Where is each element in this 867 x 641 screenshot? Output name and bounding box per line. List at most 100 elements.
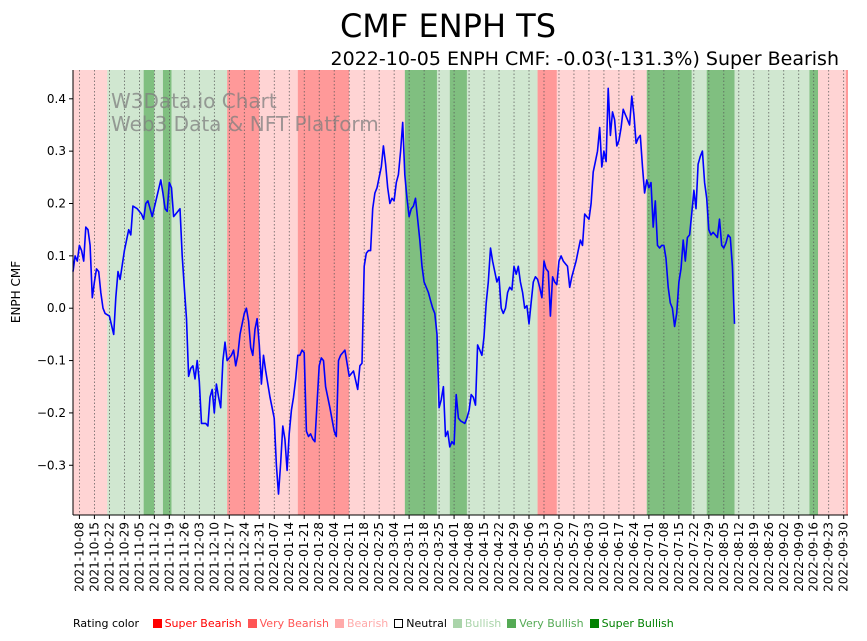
x-tick-label: 2022-01-07: [267, 522, 281, 592]
y-tick-label: 0.1: [47, 249, 66, 263]
legend-label: Super Bearish: [164, 617, 242, 630]
legend-label: Very Bearish: [259, 617, 329, 630]
rating-band-bullish: [734, 70, 810, 515]
legend-label: Neutral: [406, 617, 447, 630]
x-tick-label: 2021-12-10: [207, 522, 221, 592]
x-tick-label: 2022-04-08: [462, 522, 476, 592]
x-axis: 2021-10-08 2021-10-15 2021-10-22 2021-10-29…: [72, 515, 851, 592]
rating-band-bullish: [466, 70, 538, 515]
x-tick-label: 2022-08-19: [747, 522, 761, 592]
rating-band-very-bullish: [706, 70, 735, 515]
y-tick-label: −0.2: [37, 406, 66, 420]
legend-swatch: [394, 619, 404, 628]
x-tick-label: 2022-05-27: [567, 522, 581, 592]
rating-band-bullish: [171, 70, 181, 515]
legend-item: Neutral: [394, 617, 447, 630]
chart-title: CMF ENPH TS: [340, 7, 556, 45]
rating-band-bearish: [818, 70, 846, 515]
x-tick-label: 2022-06-17: [612, 522, 626, 592]
legend-items: Super Bearish Very Bearish Bearish Neutral B…: [152, 617, 680, 630]
rating-band-bearish: [349, 70, 405, 515]
x-tick-label: 2021-12-31: [252, 522, 266, 592]
watermark-line-1: W3Data.io Chart: [111, 89, 277, 113]
x-tick-label: 2022-02-18: [357, 522, 371, 592]
rating-band-bearish: [259, 70, 298, 515]
y-tick-label: 0.0: [47, 301, 66, 315]
x-tick-label: 2021-11-12: [147, 522, 161, 592]
legend-swatch: [507, 619, 517, 628]
legend-item: Bearish: [334, 617, 388, 630]
legend-label: Super Bullish: [601, 617, 674, 630]
y-axis: 0.4 0.3 0.2 0.1 0.0 −0.1 −0.2 −0.3: [37, 92, 73, 472]
x-tick-label: 2022-07-29: [702, 522, 716, 592]
legend-item: Very Bullish: [507, 617, 584, 630]
x-tick-label: 2022-03-04: [387, 522, 401, 592]
rating-band-very-bullish: [809, 70, 819, 515]
legend-swatch: [334, 619, 344, 628]
rating-band-very-bullish: [449, 70, 467, 515]
rating-band-bullish: [188, 70, 228, 515]
rating-band-bearish: [556, 70, 647, 515]
x-tick-label: 2022-06-24: [627, 522, 641, 592]
y-tick-label: 0.2: [47, 197, 66, 211]
x-tick-label: 2022-01-28: [312, 522, 326, 592]
rating-band-very-bullish: [143, 70, 155, 515]
rating-band-bullish: [691, 70, 707, 515]
x-tick-label: 2022-04-15: [477, 522, 491, 592]
cmf-line: [72, 87, 736, 495]
x-tick-label: 2021-12-17: [222, 522, 236, 592]
x-tick-label: 2022-01-14: [282, 522, 296, 592]
vertical-gridlines: [79, 70, 845, 515]
y-tick-label: 0.3: [47, 144, 66, 158]
legend-label: Very Bullish: [519, 617, 584, 630]
x-tick-label: 2022-08-12: [732, 522, 746, 592]
x-tick-label: 2021-10-22: [102, 522, 116, 592]
y-tick-label: −0.3: [37, 458, 66, 472]
y-axis-label: ENPH CMF: [9, 261, 23, 323]
x-tick-label: 2022-05-20: [552, 522, 566, 592]
x-tick-label: 2021-10-08: [72, 522, 86, 592]
x-tick-label: 2022-05-06: [522, 522, 536, 592]
x-tick-label: 2022-08-05: [717, 522, 731, 592]
x-tick-label: 2022-09-16: [807, 522, 821, 592]
rating-band-very-bullish: [162, 70, 172, 515]
legend-swatch: [152, 619, 162, 628]
x-tick-label: 2022-07-08: [657, 522, 671, 592]
x-tick-label: 2022-09-02: [777, 522, 791, 592]
x-tick-label: 2022-03-18: [417, 522, 431, 592]
rating-band-very-bearish: [227, 70, 260, 515]
rating-band-very-bullish: [404, 70, 437, 515]
x-tick-label: 2022-02-04: [327, 522, 341, 592]
rating-band-very-bearish: [845, 70, 848, 515]
x-tick-label: 2021-12-03: [192, 522, 206, 592]
legend-swatch: [589, 619, 599, 628]
legend-item: Super Bearish: [152, 617, 242, 630]
legend-item: Super Bullish: [589, 617, 674, 630]
rating-band-bearish: [73, 70, 108, 515]
x-tick-label: 2022-05-13: [537, 522, 551, 592]
legend-swatch: [247, 619, 257, 628]
x-tick-label: 2022-03-25: [432, 522, 446, 592]
x-tick-label: 2022-06-10: [597, 522, 611, 592]
x-tick-label: 2021-10-15: [87, 522, 101, 592]
rating-band-bullish: [122, 70, 144, 515]
x-tick-label: 2022-06-03: [582, 522, 596, 592]
x-tick-label: 2021-11-05: [132, 522, 146, 592]
x-tick-label: 2021-12-24: [237, 522, 251, 592]
x-tick-label: 2022-07-15: [672, 522, 686, 592]
x-tick-label: 2022-09-23: [822, 522, 836, 592]
x-tick-label: 2021-10-29: [117, 522, 131, 592]
x-tick-label: 2022-08-26: [762, 522, 776, 592]
x-tick-label: 2022-01-21: [297, 522, 311, 592]
legend-item: Bullish: [452, 617, 502, 630]
x-tick-label: 2022-09-30: [837, 522, 851, 592]
x-tick-label: 2022-04-29: [507, 522, 521, 592]
legend-label: Bullish: [464, 617, 502, 630]
rating-band-bullish: [154, 70, 163, 515]
series-group: [72, 87, 736, 495]
x-tick-label: 2022-03-11: [402, 522, 416, 592]
x-tick-label: 2022-02-25: [372, 522, 386, 592]
x-tick-label: 2022-04-01: [447, 522, 461, 592]
x-tick-label: 2021-11-19: [162, 522, 176, 592]
x-tick-label: 2022-04-22: [492, 522, 506, 592]
